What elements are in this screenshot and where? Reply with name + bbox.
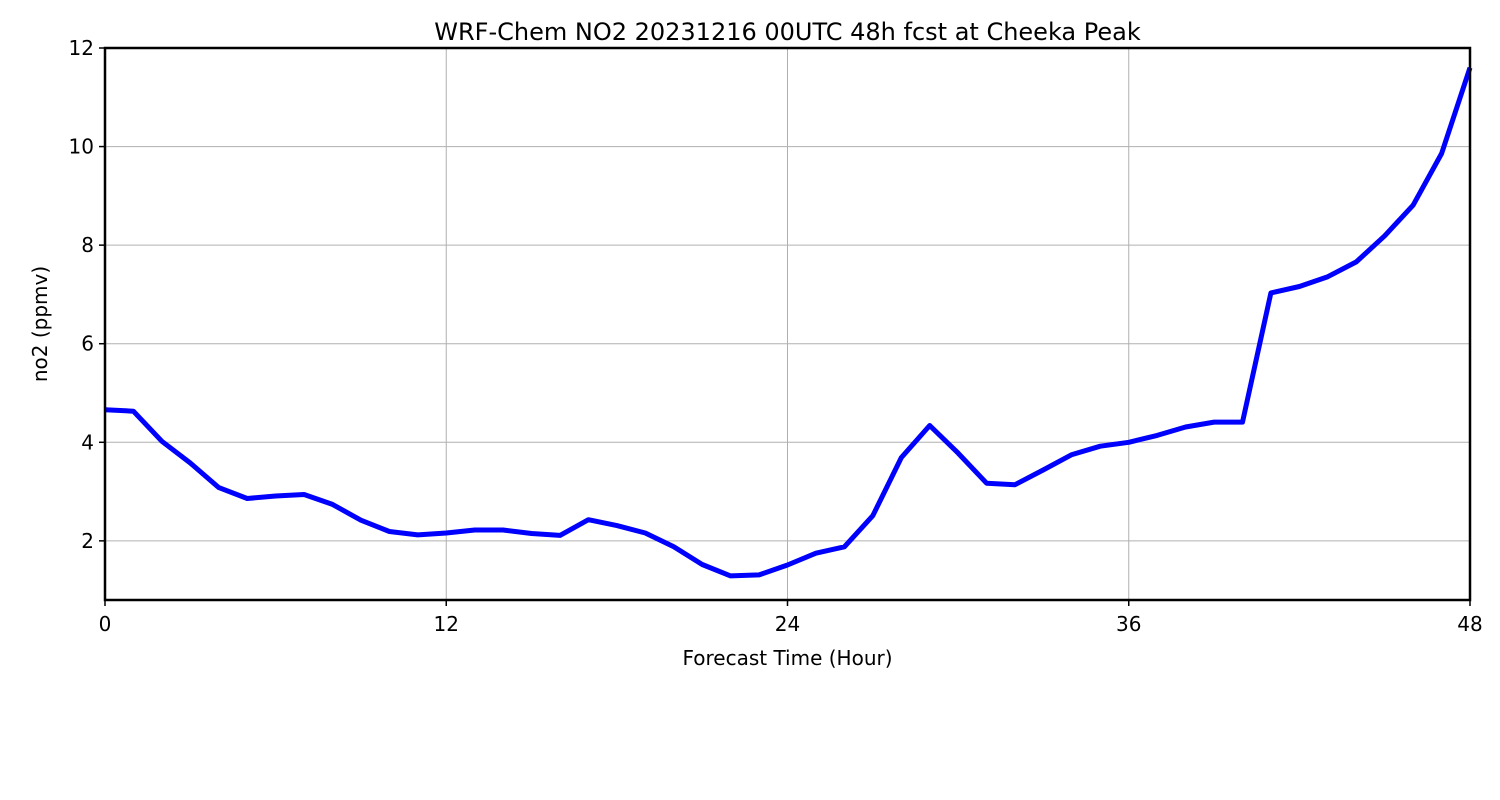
x-tick-label: 24 <box>775 612 800 636</box>
y-tick-label: 8 <box>81 233 94 257</box>
y-tick-label: 6 <box>81 332 94 356</box>
x-axis-title: Forecast Time (Hour) <box>682 646 892 670</box>
grid <box>105 48 1470 600</box>
series-line <box>104 66 1473 579</box>
y-tick-label: 2 <box>81 529 94 553</box>
chart-title: WRF-Chem NO2 20231216 00UTC 48h fcst at … <box>434 18 1141 46</box>
y-axis-title: no2 (ppmv) <box>28 266 52 382</box>
y-tick-label: 12 <box>69 36 94 60</box>
x-tick-label: 12 <box>434 612 459 636</box>
x-tick-label: 48 <box>1457 612 1482 636</box>
series-line-group <box>104 66 1473 579</box>
x-tick-label: 36 <box>1116 612 1141 636</box>
y-tick-label: 4 <box>81 430 94 454</box>
x-tick-label: 0 <box>99 612 112 636</box>
y-tick-label: 10 <box>69 135 94 159</box>
